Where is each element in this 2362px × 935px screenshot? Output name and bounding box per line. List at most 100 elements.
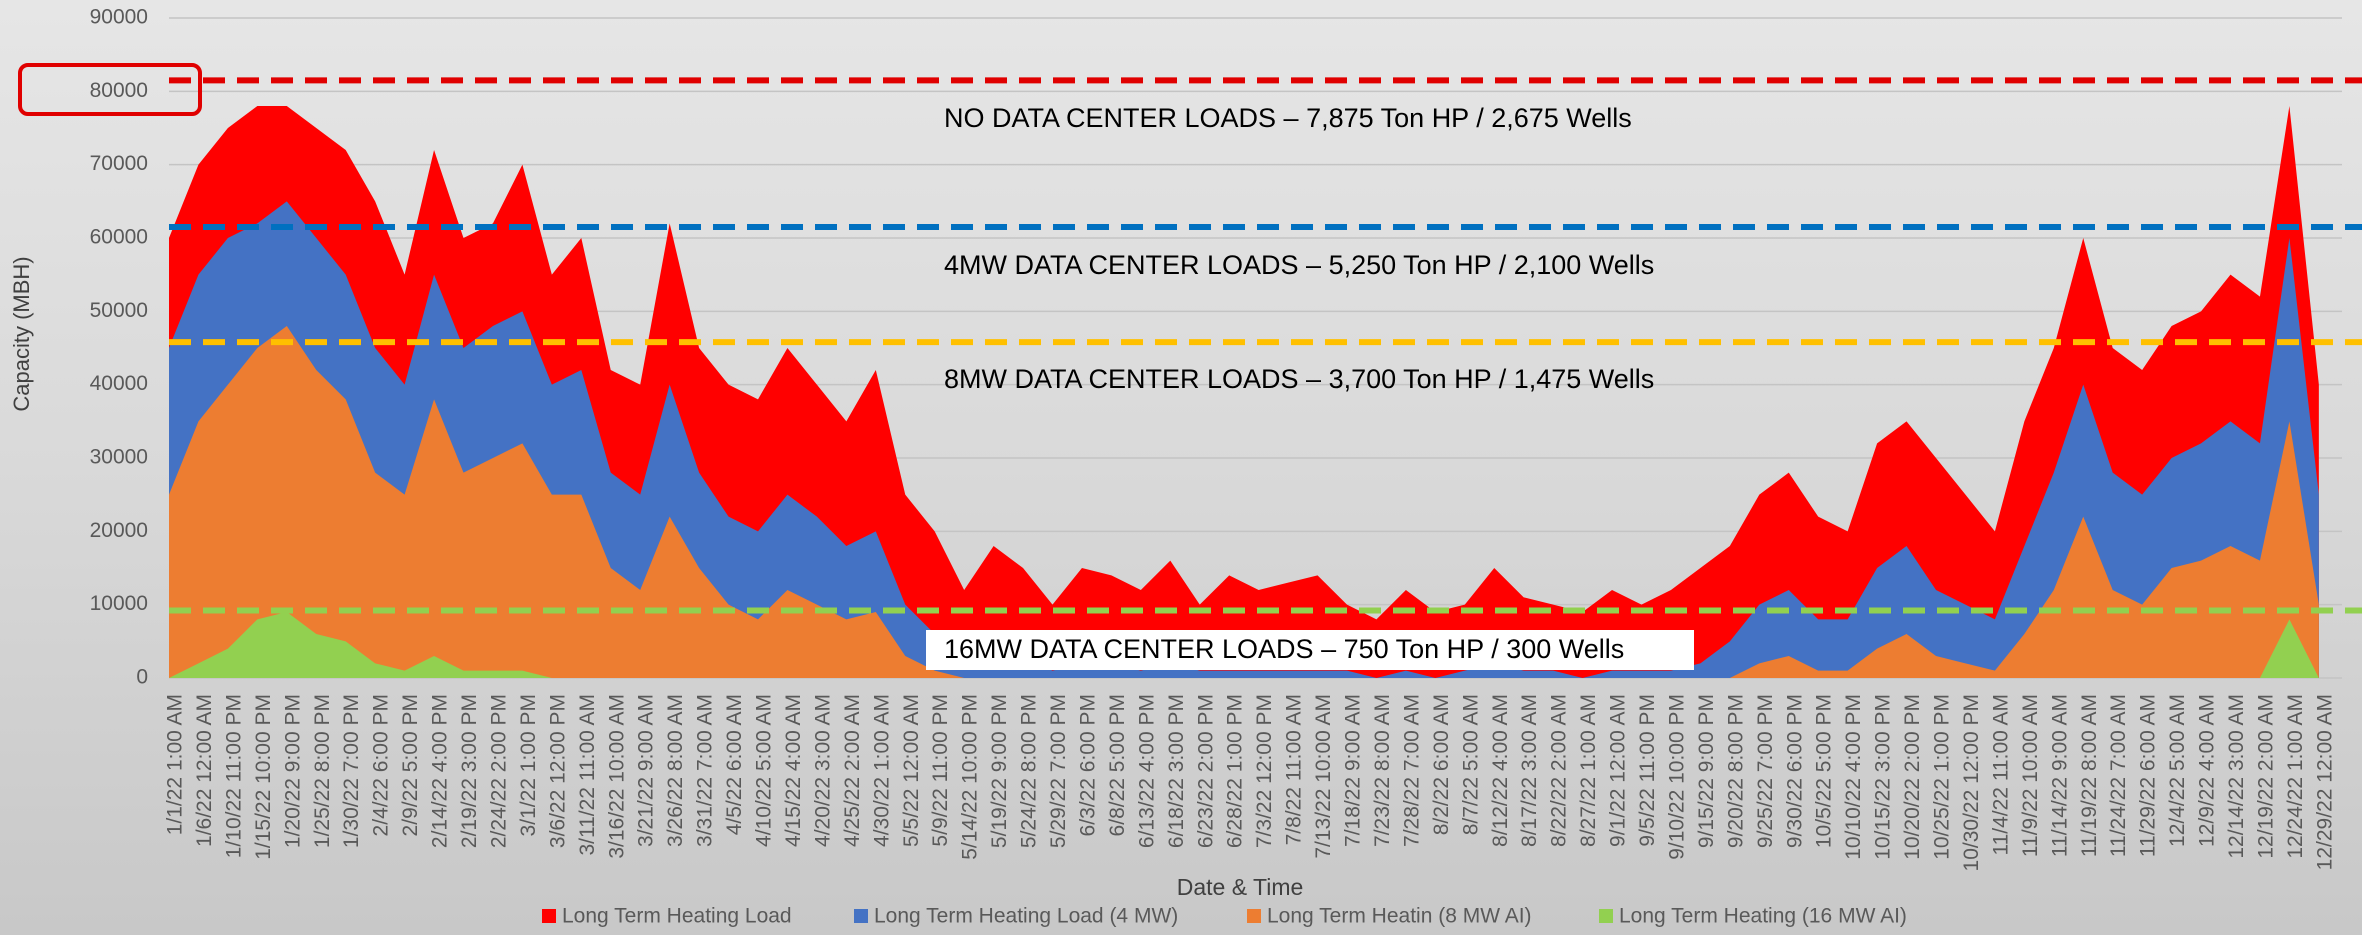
x-tick-label: 2/19/22 3:00 PM xyxy=(458,694,481,848)
x-tick-label: 3/21/22 9:00 AM xyxy=(635,694,658,847)
x-tick-label: 4/20/22 3:00 AM xyxy=(811,694,834,847)
x-tick-label: 10/10/22 4:00 PM xyxy=(1842,694,1865,860)
x-tick-label: 7/23/22 8:00 AM xyxy=(1371,694,1394,847)
x-tick-label: 7/8/22 11:00 AM xyxy=(1283,694,1306,845)
x-tick-label: 3/11/22 11:00 AM xyxy=(576,694,599,856)
y-tick-label: 60000 xyxy=(90,226,148,249)
x-tick-label: 10/15/22 3:00 PM xyxy=(1872,694,1895,860)
x-tick-label: 8/2/22 6:00 AM xyxy=(1430,694,1453,835)
x-tick-label: 3/16/22 10:00 AM xyxy=(605,694,628,859)
areas xyxy=(169,106,2319,679)
x-axis-title: Date & Time xyxy=(1177,874,1304,900)
x-tick-label: 5/29/22 7:00 PM xyxy=(1047,694,1070,848)
y-tick-label: 80000 xyxy=(90,79,148,102)
x-tick-label: 6/13/22 4:00 PM xyxy=(1135,694,1158,848)
y-tick-label: 50000 xyxy=(90,299,148,322)
x-tick-label: 10/20/22 2:00 PM xyxy=(1901,694,1924,860)
x-tick-label: 3/1/22 1:00 PM xyxy=(517,694,540,836)
x-tick-label: 8/27/22 1:00 AM xyxy=(1577,694,1600,847)
x-tick-label: 2/24/22 2:00 PM xyxy=(487,694,510,848)
x-tick-label: 12/4/22 5:00 AM xyxy=(2166,694,2189,847)
x-tick-label: 4/5/22 6:00 AM xyxy=(723,694,746,835)
legend-swatch xyxy=(854,909,868,923)
x-tick-label: 6/8/22 5:00 PM xyxy=(1106,694,1129,836)
x-tick-label: 9/15/22 9:00 PM xyxy=(1695,694,1718,848)
x-tick-label: 12/19/22 2:00 AM xyxy=(2254,694,2277,859)
x-tick-label: 9/5/22 11:00 PM xyxy=(1636,694,1659,847)
area xyxy=(169,201,2319,679)
x-tick-label: 8/12/22 4:00 AM xyxy=(1489,694,1512,847)
x-tick-label: 4/10/22 5:00 AM xyxy=(753,694,776,847)
x-tick-label: 12/14/22 3:00 AM xyxy=(2225,694,2248,859)
x-tick-label: 9/10/22 10:00 PM xyxy=(1665,694,1688,860)
x-tick-label: 5/19/22 9:00 PM xyxy=(988,694,1011,848)
legend-label: Long Term Heating (16 MW AI) xyxy=(1619,905,1907,928)
x-tick-label: 10/30/22 12:00 PM xyxy=(1960,694,1983,871)
x-tick-label: 12/29/22 12:00 AM xyxy=(2313,694,2336,870)
y-tick-label: 30000 xyxy=(90,446,148,469)
x-tick-label: 9/25/22 7:00 PM xyxy=(1754,694,1777,848)
reference-label: 4MW DATA CENTER LOADS – 5,250 Ton HP / 2… xyxy=(944,250,1654,280)
legend-label: Long Term Heating Load xyxy=(562,905,792,928)
x-tick-label: 7/18/22 9:00 AM xyxy=(1342,694,1365,847)
x-tick-label: 5/14/22 10:00 PM xyxy=(959,694,982,860)
x-tick-label: 2/9/22 5:00 PM xyxy=(399,694,422,836)
x-tick-label: 12/24/22 1:00 AM xyxy=(2284,694,2307,859)
x-tick-label: 6/18/22 3:00 PM xyxy=(1165,694,1188,848)
reference-label: 16MW DATA CENTER LOADS – 750 Ton HP / 30… xyxy=(944,634,1624,664)
x-tick-label: 10/5/22 5:00 PM xyxy=(1813,694,1836,848)
x-tick-label: 5/24/22 8:00 PM xyxy=(1018,694,1041,848)
y-tick-label: 70000 xyxy=(90,152,148,175)
x-tick-label: 2/14/22 4:00 PM xyxy=(429,694,452,848)
x-tick-label: 3/26/22 8:00 AM xyxy=(664,694,687,847)
x-tick-label: 10/25/22 1:00 PM xyxy=(1931,694,1954,860)
x-tick-label: 7/3/22 12:00 PM xyxy=(1253,694,1276,848)
x-tick-label: 1/1/22 1:00 AM xyxy=(164,694,187,835)
x-tick-label: 8/7/22 5:00 AM xyxy=(1459,694,1482,835)
reference-label: NO DATA CENTER LOADS – 7,875 Ton HP / 2,… xyxy=(944,103,1632,133)
label-box xyxy=(926,630,1694,670)
x-tick-label: 4/30/22 1:00 AM xyxy=(870,694,893,847)
x-tick-label: 11/14/22 9:00 AM xyxy=(2048,694,2071,857)
x-tick-label: 3/31/22 7:00 AM xyxy=(694,694,717,847)
x-tick-label: 1/6/22 12:00 AM xyxy=(193,694,216,847)
x-tick-label: 5/5/22 12:00 AM xyxy=(900,694,923,847)
legend-label: Long Term Heating Load (4 MW) xyxy=(874,905,1178,928)
legend-swatch xyxy=(542,909,556,923)
x-tick-label: 8/17/22 3:00 AM xyxy=(1518,694,1541,847)
x-tick-label: 4/15/22 4:00 AM xyxy=(782,694,805,847)
y-tick-label: 90000 xyxy=(90,6,148,29)
reference-lines: NO DATA CENTER LOADS – 7,875 Ton HP / 2,… xyxy=(169,77,2362,670)
reference-label: 8MW DATA CENTER LOADS – 3,700 Ton HP / 1… xyxy=(944,364,1654,394)
highlight-box xyxy=(18,63,202,116)
legend-swatch xyxy=(1247,909,1261,923)
x-tick-label: 12/9/22 4:00 AM xyxy=(2196,694,2219,847)
y-axis-title: Capacity (MBH) xyxy=(9,256,34,411)
x-tick-label: 8/22/22 2:00 AM xyxy=(1548,694,1571,847)
x-tick-label: 1/25/22 8:00 PM xyxy=(311,694,334,848)
x-tick-label: 1/10/22 11:00 PM xyxy=(222,694,245,858)
x-tick-label: 9/1/22 12:00 AM xyxy=(1607,694,1630,847)
x-tick-label: 1/30/22 7:00 PM xyxy=(340,694,363,848)
x-tick-label: 7/28/22 7:00 AM xyxy=(1400,694,1423,847)
legend-swatch xyxy=(1599,909,1613,923)
x-tick-label: 9/30/22 6:00 PM xyxy=(1783,694,1806,848)
x-tick-label: 9/20/22 8:00 PM xyxy=(1724,694,1747,848)
x-tick-label: 11/4/22 11:00 AM xyxy=(1989,694,2012,856)
x-tick-label: 11/19/22 8:00 AM xyxy=(2078,694,2101,857)
x-tick-label: 11/24/22 7:00 AM xyxy=(2107,694,2130,857)
x-tick-label: 3/6/22 12:00 PM xyxy=(546,694,569,848)
x-tick-label: 1/20/22 9:00 PM xyxy=(281,694,304,848)
x-tick-label: 6/23/22 2:00 PM xyxy=(1194,694,1217,848)
y-tick-label: 10000 xyxy=(90,592,148,615)
x-tick-label: 7/13/22 10:00 AM xyxy=(1312,694,1335,859)
x-tick-label: 6/28/22 1:00 PM xyxy=(1224,694,1247,848)
x-tick-label: 1/15/22 10:00 PM xyxy=(252,694,275,860)
area xyxy=(169,326,2319,678)
y-tick-label: 0 xyxy=(136,666,148,689)
legend-label: Long Term Heatin (8 MW AI) xyxy=(1267,905,1532,928)
x-tick-label: 2/4/22 6:00 PM xyxy=(370,694,393,836)
x-tick-label: 5/9/22 11:00 PM xyxy=(929,694,952,847)
